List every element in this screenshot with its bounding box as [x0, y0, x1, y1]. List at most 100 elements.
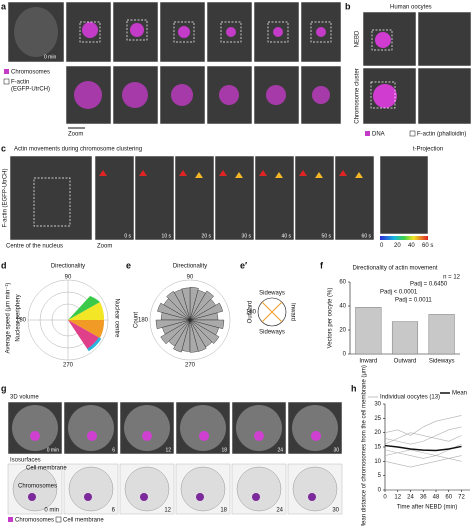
zoom-label: Zoom — [97, 244, 112, 250]
legend-label: F-actin (phalloidin) — [417, 132, 466, 138]
time-label: 0 min — [47, 447, 59, 453]
panel-label: e′ — [240, 260, 247, 270]
time-label: 30 — [332, 508, 339, 514]
row-label: Isosurfaces — [10, 458, 41, 464]
colorbar-tick: 20 — [394, 243, 401, 249]
panel-label: e — [126, 260, 131, 270]
y-tick-label: 10 — [374, 459, 381, 465]
angle-label: 180 — [138, 318, 149, 324]
x-tick-label: 0 — [383, 495, 387, 501]
time-label: 18 — [220, 508, 227, 514]
time-label: 0 min — [44, 508, 59, 514]
time-label: 0 min — [44, 54, 56, 60]
time-label: 30 — [333, 447, 339, 453]
panel-label: g — [1, 383, 7, 393]
y-tick-label: 0 — [343, 352, 347, 358]
panel-title: Human oocytes — [390, 5, 432, 11]
colorbar-tick: 40 — [408, 243, 415, 249]
row-label: 3D volume — [10, 395, 39, 401]
chart-title: Directionality of actin movement — [352, 266, 437, 272]
individual-line — [384, 415, 462, 436]
time-label: 0 s — [124, 233, 131, 239]
x-tick-label: Sideways — [429, 359, 455, 365]
legend-label: (EGFP-UtrCH) — [11, 87, 50, 93]
side-label: Nuclear periphery — [16, 294, 22, 341]
time-label: 24 — [277, 447, 283, 453]
angle-label: 90 — [187, 275, 194, 281]
colorbar-labels: 0 20 40 60 s — [380, 243, 433, 249]
bar — [428, 314, 455, 355]
colorbar-tick: 0 — [380, 243, 384, 249]
time-label: 6 — [112, 508, 116, 514]
legend-label: Mean — [452, 391, 467, 397]
polar-plot — [27, 279, 109, 361]
legend-label: Chromosomes — [11, 70, 50, 76]
legend-label: DNA — [372, 132, 385, 138]
angle-label: 180 — [16, 318, 27, 324]
panel-label: b — [345, 1, 351, 11]
panel-title: t-Projection — [413, 147, 443, 153]
time-label: 60 s — [362, 233, 372, 239]
individual-line — [384, 426, 462, 445]
angle-label: 90 — [65, 275, 72, 281]
panel-title: Actin movements during chromosome cluste… — [14, 147, 142, 153]
bar — [355, 307, 382, 355]
y-tick-label: 15 — [374, 445, 381, 451]
time-label: 12 — [164, 508, 171, 514]
panel-label: h — [351, 383, 357, 393]
axis-label: Average speed (μm min⁻¹) — [6, 283, 12, 354]
annotation: Chromosomes — [18, 484, 57, 490]
y-tick-label: 40 — [339, 304, 346, 310]
panel-title: Directionality — [51, 264, 85, 270]
x-tick-label: Outward — [394, 359, 417, 365]
individual-line — [384, 449, 462, 459]
x-tick-label: 48 — [433, 495, 440, 501]
legend-label: Chromosomes — [15, 518, 54, 524]
y-tick-label: 20 — [374, 430, 381, 436]
image-row: 0 min 0 min 6 6 12 12 18 18 24 24 30 30 — [7, 401, 343, 515]
panel-label: a — [1, 1, 7, 11]
axis-label: Count — [134, 312, 140, 328]
zoom-label: Zoom — [68, 132, 83, 138]
time-label: 40 s — [282, 233, 292, 239]
time-label: 24 — [276, 508, 283, 514]
direction-label: Outward — [248, 301, 254, 324]
row-label: Chromosome cluster — [355, 68, 361, 123]
x-tick-label: 12 — [394, 495, 401, 501]
y-tick-label: 30 — [374, 402, 381, 408]
legend-label: F-actin — [11, 80, 29, 86]
time-label: 6 — [112, 447, 115, 453]
centre-label: Centre of the nucleus — [6, 244, 63, 250]
time-label: 50 s — [322, 233, 332, 239]
legend-label: Individual oocytes (13) — [380, 395, 440, 401]
x-tick-label: 72 — [458, 495, 465, 501]
annotation: n = 12 — [443, 275, 461, 281]
time-label: 20 s — [202, 233, 212, 239]
legend-label: Cell membrane — [63, 518, 104, 524]
panel-label: d — [1, 260, 7, 270]
axis-label: Vectors per oocyte (%) — [328, 288, 334, 349]
side-label: F-actin (EGFP-UtrCH) — [3, 169, 9, 228]
x-tick-label: 60 — [445, 495, 452, 501]
axis-label: Mean distance of chromosomes from the ce… — [362, 365, 368, 526]
x-tick-label: 24 — [407, 495, 414, 501]
annotation: Padj = 0.6450 — [410, 282, 448, 288]
y-tick-label: 25 — [374, 416, 381, 422]
x-tick-label: Inward — [359, 359, 377, 365]
individual-line — [384, 458, 462, 468]
image-row: 0 min — [7, 1, 342, 125]
x-tick-label: 36 — [420, 495, 427, 501]
panel-label: c — [1, 143, 6, 153]
direction-label: Sideways — [259, 330, 285, 336]
y-tick-label: 0 — [378, 488, 382, 494]
direction-label: Sideways — [259, 291, 285, 297]
image-row: 0 s 10 s 20 s 30 s 40 s 50 s 60 s — [94, 155, 375, 241]
direction-label: Inward — [289, 303, 295, 321]
side-label: Nuclear centre — [113, 298, 119, 338]
time-label: 12 — [165, 447, 171, 453]
time-label: 18 — [221, 447, 227, 453]
angle-label: 180 — [246, 310, 257, 316]
y-tick-label: 20 — [339, 328, 346, 334]
angle-label: 270 — [63, 363, 74, 369]
